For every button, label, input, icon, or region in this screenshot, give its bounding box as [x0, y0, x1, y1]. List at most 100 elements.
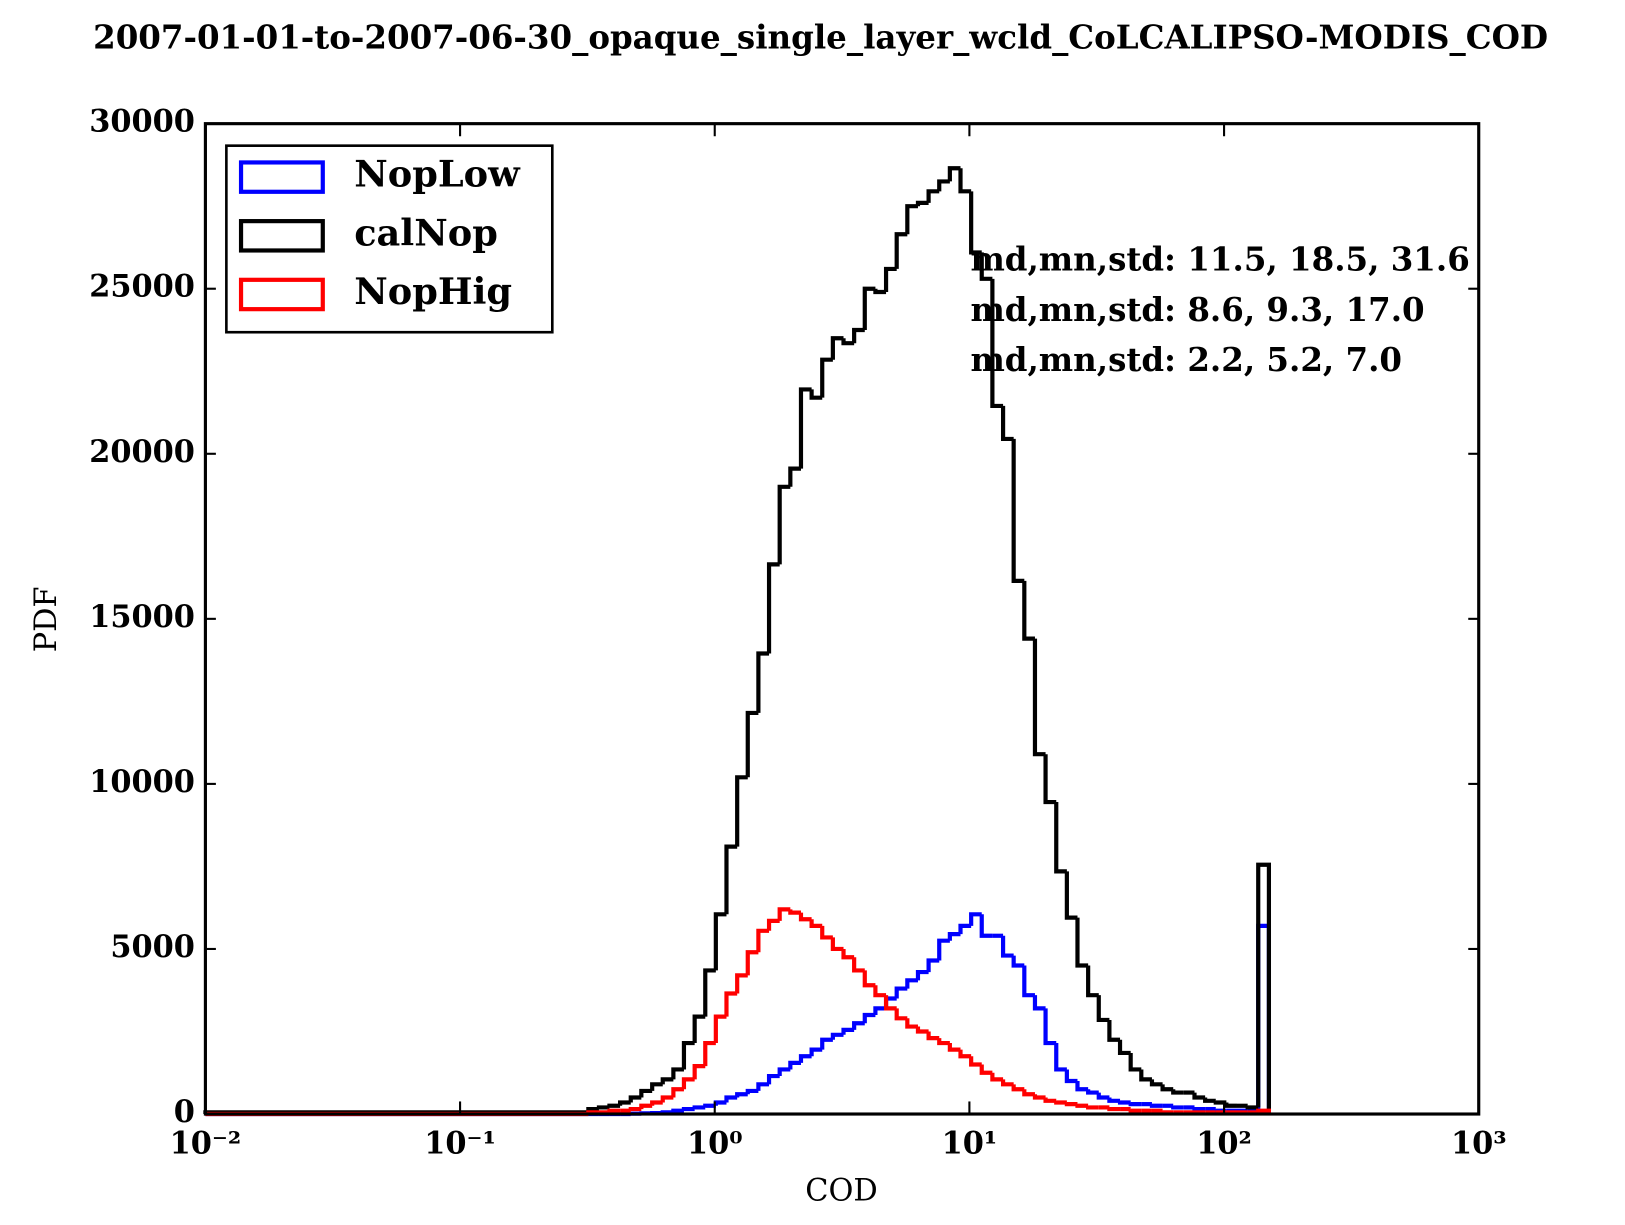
- histogram-step: [1011, 955, 1025, 968]
- histogram-step: [777, 1067, 791, 1077]
- histogram-step: [671, 1087, 684, 1098]
- histogram-step: [979, 914, 993, 938]
- legend-swatch: [238, 160, 325, 194]
- x-tick-label: 10⁰: [687, 1125, 743, 1161]
- legend-swatch: [238, 219, 325, 253]
- histogram-step: [841, 338, 855, 346]
- legend-box: [225, 144, 554, 334]
- histogram-step: [979, 252, 993, 281]
- histogram-step: [830, 1032, 844, 1040]
- x-tick-label: 10²: [1196, 1125, 1252, 1161]
- y-tick-label: 0: [174, 1094, 195, 1130]
- histogram-step: [618, 1100, 631, 1106]
- histogram-step: [820, 925, 833, 940]
- histogram-step: [1192, 1092, 1206, 1100]
- histogram-step: [671, 1108, 684, 1113]
- histogram-step: [1128, 1108, 1142, 1113]
- histogram-step: [1000, 1079, 1014, 1087]
- histogram-step: [894, 232, 908, 269]
- histogram-step: [1043, 754, 1057, 805]
- histogram-step: [788, 1060, 801, 1070]
- histogram-step: [777, 907, 791, 921]
- histogram-step: [958, 923, 972, 935]
- histogram-step: [1086, 965, 1099, 998]
- histogram-step: [1022, 965, 1035, 998]
- histogram-step: [862, 1012, 876, 1024]
- histogram-step: [1032, 638, 1046, 757]
- x-tick-label: 10⁻²: [170, 1125, 242, 1161]
- histogram-step: [1117, 1100, 1131, 1105]
- histogram-step: [607, 1108, 621, 1113]
- histogram-step: [724, 1095, 738, 1103]
- histogram-step: [788, 909, 801, 915]
- histogram-step: [713, 1014, 727, 1044]
- histogram-step: [692, 1105, 706, 1110]
- histogram-step: [905, 978, 918, 989]
- histogram-step: [639, 1088, 653, 1098]
- histogram-step: [937, 1038, 950, 1046]
- histogram-step: [852, 957, 865, 973]
- histogram-step: [681, 1106, 695, 1112]
- histogram-step: [766, 1073, 780, 1085]
- histogram-step: [1096, 1092, 1110, 1100]
- histogram-step: [915, 1026, 929, 1034]
- histogram-step: [745, 1088, 759, 1095]
- histogram-step: [596, 1105, 610, 1110]
- histogram-step: [681, 1040, 695, 1070]
- histogram-step: [798, 387, 812, 469]
- histogram-step: [852, 1021, 865, 1030]
- histogram-step: [756, 928, 770, 953]
- histogram-step: [1160, 1110, 1174, 1115]
- histogram-step: [703, 968, 716, 1017]
- histogram-step: [979, 1064, 993, 1075]
- histogram-step: [820, 1037, 833, 1050]
- histogram-step: [1139, 1069, 1152, 1082]
- histogram-step: [1011, 438, 1025, 583]
- histogram-step: [1075, 1081, 1089, 1092]
- histogram-step: [1064, 1102, 1078, 1107]
- histogram-step: [905, 1018, 918, 1029]
- histogram-step: [1256, 1108, 1272, 1115]
- histogram-step: [969, 1056, 982, 1067]
- histogram-step: [1256, 862, 1272, 1115]
- histogram-step: [990, 278, 1004, 409]
- legend-label: NopLow: [354, 153, 521, 196]
- histogram-step: [735, 775, 748, 847]
- histogram-step: [873, 985, 887, 998]
- histogram-step: [1075, 917, 1089, 968]
- histogram-step: [724, 844, 738, 915]
- annotation: md,mn,std: 11.5, 18.5, 31.6: [970, 241, 1469, 279]
- histogram-step: [883, 266, 897, 293]
- histogram-step: [894, 1008, 908, 1021]
- y-tick-label: 25000: [89, 269, 195, 305]
- histogram-step: [1171, 1089, 1184, 1095]
- histogram-step: [1107, 1019, 1121, 1042]
- histogram-step: [1043, 1097, 1057, 1103]
- histogram-step: [809, 1047, 823, 1057]
- histogram-step: [766, 918, 780, 931]
- histogram-step: [1171, 1105, 1184, 1110]
- histogram-step: [873, 288, 887, 295]
- histogram-step: [947, 1043, 961, 1052]
- histogram-step: [766, 562, 780, 654]
- x-tick-label: 10³: [1451, 1125, 1507, 1161]
- histogram-step: [1064, 871, 1078, 920]
- histogram-step: [1011, 1084, 1025, 1092]
- legend-label: calNop: [354, 211, 498, 254]
- histogram-step: [841, 1027, 855, 1035]
- histogram-step: [809, 389, 823, 400]
- histogram-step: [969, 912, 982, 926]
- histogram-step: [692, 1064, 706, 1080]
- histogram-step: [671, 1067, 684, 1080]
- histogram-step: [830, 336, 844, 360]
- histogram-step: [660, 1077, 674, 1085]
- y-tick-label: 10000: [89, 764, 195, 800]
- histogram-step: [926, 189, 940, 203]
- histogram-step: [894, 986, 908, 999]
- histogram-step: [841, 948, 855, 960]
- histogram-step: [628, 1106, 642, 1112]
- histogram-step: [745, 710, 759, 778]
- histogram-step: [1022, 1089, 1035, 1097]
- histogram-step: [639, 1103, 653, 1110]
